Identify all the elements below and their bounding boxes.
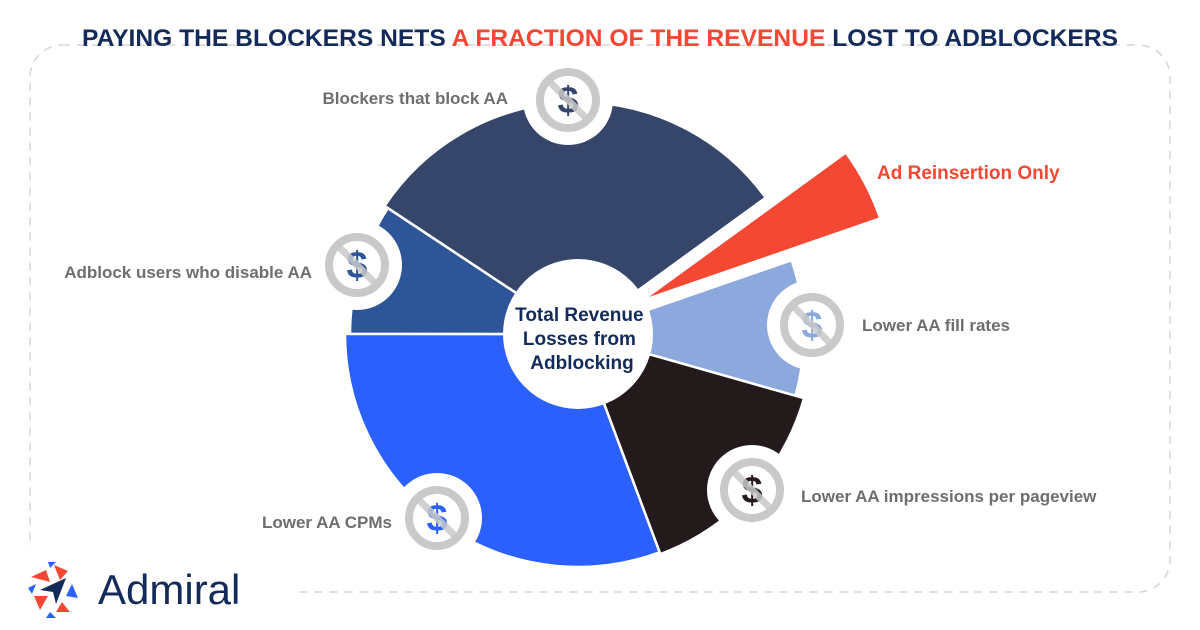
dashed-frame	[29, 44, 1171, 593]
slice-labels: Blockers that block AA Ad Reinsertion Onl…	[64, 89, 1097, 532]
title-part-1: PAYING THE BLOCKERS NETS	[82, 25, 452, 52]
center-line-2: Losses from	[523, 329, 636, 350]
title-highlight: A FRACTION OF THE REVENUE	[452, 25, 826, 52]
slice-label: Adblock users who disable AA	[64, 263, 312, 282]
chart-title: PAYING THE BLOCKERS NETS A FRACTION OF T…	[82, 25, 1118, 52]
slice-label: Lower AA CPMs	[262, 513, 392, 532]
pie-slice	[648, 154, 879, 298]
admiral-logo-mark	[28, 562, 78, 618]
slice-label: Lower AA impressions per pageview	[801, 487, 1097, 506]
slice-label: Ad Reinsertion Only	[877, 163, 1060, 184]
no-dollar-icon: $	[767, 280, 857, 370]
no-dollar-icon: $	[392, 473, 482, 563]
slice-icons: $ $ $ $ $	[312, 55, 857, 563]
slice-label: Lower AA fill rates	[862, 316, 1010, 335]
no-dollar-icon: $	[312, 220, 402, 310]
center-circle	[503, 259, 653, 409]
center-line-1: Total Revenue	[515, 305, 643, 326]
no-dollar-icon: $	[523, 55, 613, 145]
slice-label: Blockers that block AA	[323, 89, 508, 108]
title-part-3: LOST TO ADBLOCKERS	[825, 25, 1118, 52]
no-dollar-icon: $	[707, 445, 797, 535]
admiral-logo: Admiral	[28, 562, 240, 618]
center-line-3: Adblocking	[530, 353, 633, 374]
admiral-logo-text: Admiral	[98, 566, 240, 613]
center-label: Total Revenue Losses from Adblocking	[515, 305, 649, 374]
